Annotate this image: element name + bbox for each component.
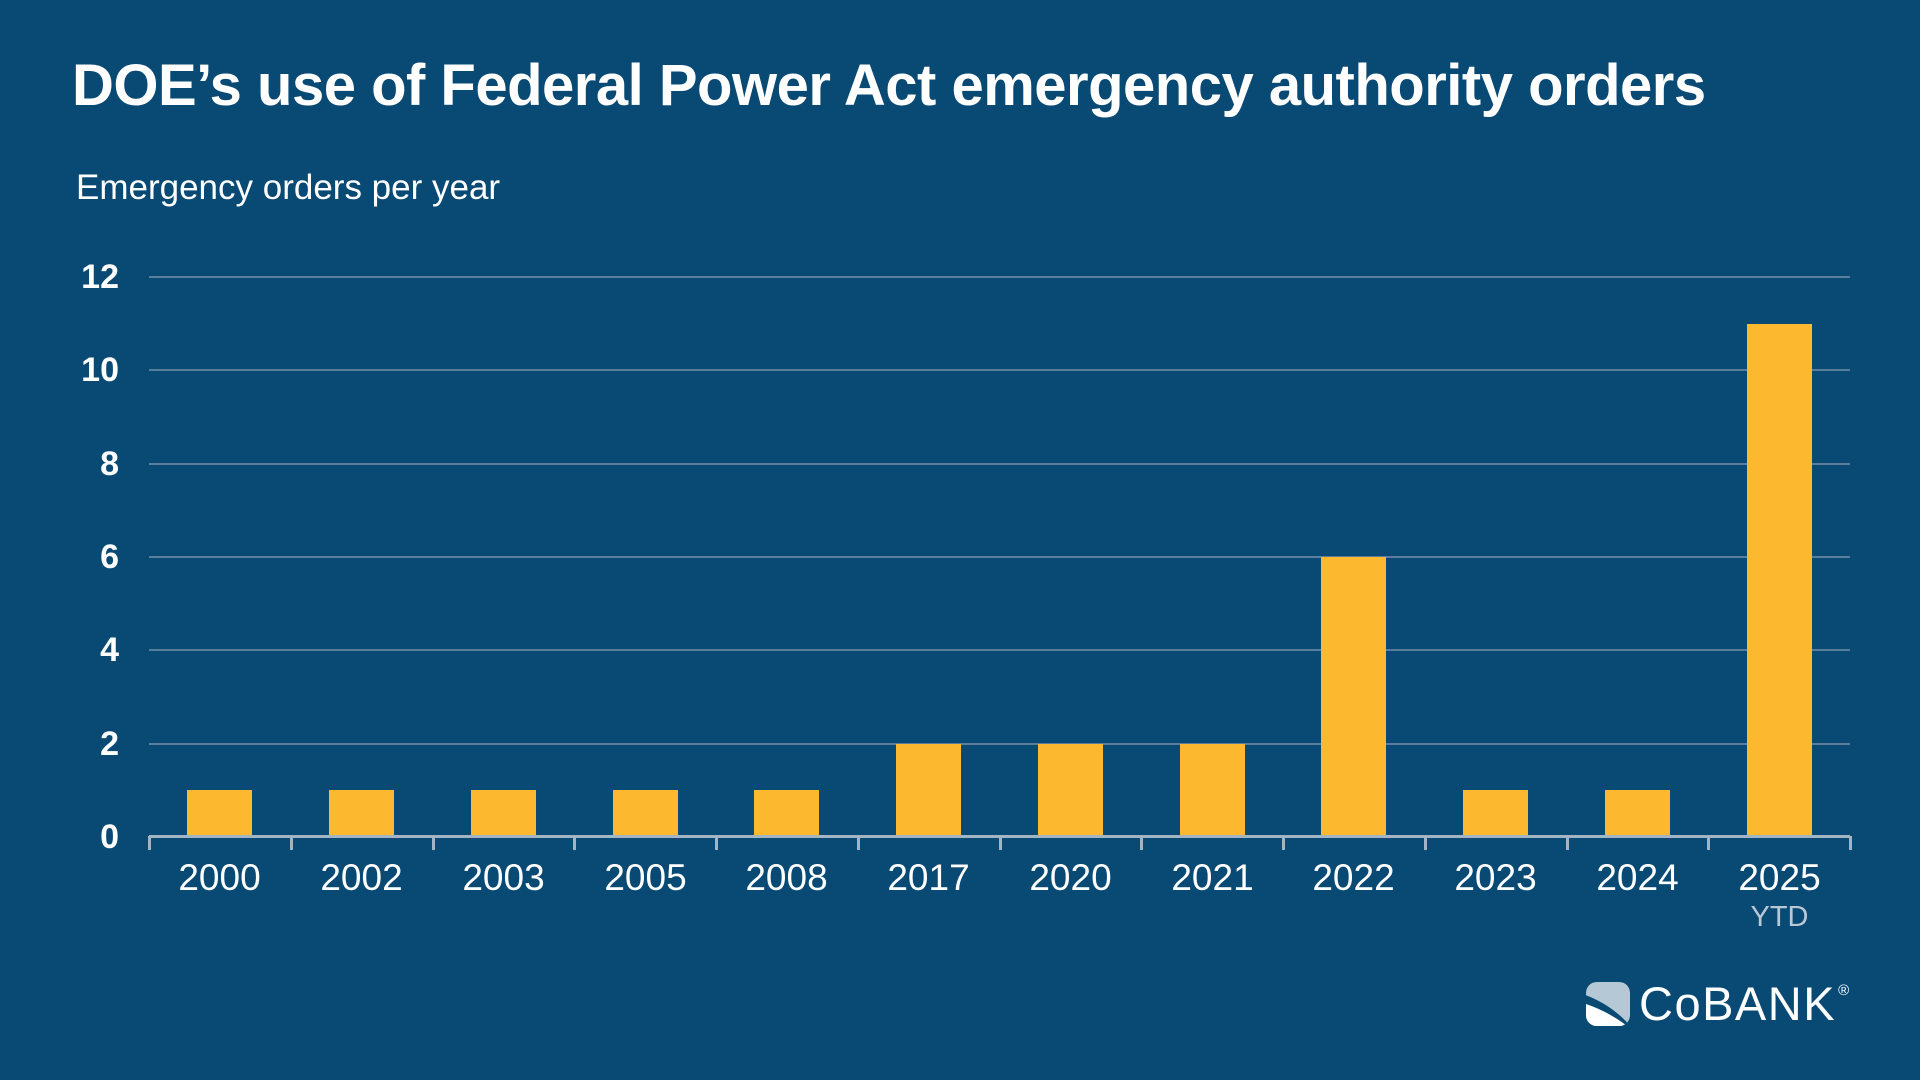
x-axis-tick-2 (432, 836, 435, 850)
x-axis-tick-5 (857, 836, 860, 850)
x-axis-tick-12 (1849, 836, 1852, 850)
bar-2017 (896, 744, 961, 837)
gridline-y-8 (149, 463, 1850, 465)
gridline-y-10 (149, 369, 1850, 371)
x-tick-label-2025: 2025 (1738, 857, 1821, 898)
y-tick-label-0: 0 (100, 818, 119, 856)
x-axis-tick-8 (1282, 836, 1285, 850)
y-tick-label-6: 6 (100, 538, 119, 576)
bar-2000 (187, 790, 252, 837)
cobank-logo: CoBANK ® (1586, 980, 1849, 1028)
x-tick-label-2024: 2024 (1596, 857, 1679, 898)
y-tick-label-8: 8 (100, 445, 119, 483)
x-tick-label-2005: 2005 (604, 857, 687, 898)
gridline-y-12 (149, 276, 1850, 278)
x-tick-label-2022: 2022 (1312, 857, 1395, 898)
x-tick-label-2000: 2000 (178, 857, 261, 898)
x-tick-label-2023: 2023 (1454, 857, 1537, 898)
x-tick-label-2021: 2021 (1171, 857, 1254, 898)
registered-trademark-symbol: ® (1838, 982, 1850, 999)
bar-2023 (1463, 790, 1528, 837)
y-tick-label-4: 4 (100, 631, 119, 669)
x-axis-tick-3 (573, 836, 576, 850)
gridline-y-4 (149, 649, 1850, 651)
x-tick-label-2008: 2008 (745, 857, 828, 898)
x-tick-note-2025: YTD (1750, 901, 1809, 933)
gridline-y-6 (149, 556, 1850, 558)
y-axis-title: Emergency orders per year (76, 168, 501, 207)
bar-2021 (1180, 744, 1245, 837)
x-axis-tick-0 (148, 836, 151, 850)
y-tick-label-2: 2 (100, 725, 119, 763)
chart-title: DOE’s use of Federal Power Act emergency… (72, 53, 1706, 118)
cobank-shield-icon (1586, 982, 1630, 1026)
bar-2020 (1038, 744, 1103, 837)
cobank-wordmark: CoBANK (1639, 977, 1837, 1030)
y-tick-label-12: 12 (81, 258, 119, 296)
x-axis-tick-10 (1566, 836, 1569, 850)
bar-2025 (1747, 324, 1812, 837)
bar-2003 (471, 790, 536, 837)
y-tick-label-10: 10 (81, 351, 119, 389)
x-tick-label-2020: 2020 (1029, 857, 1112, 898)
x-axis-tick-11 (1707, 836, 1710, 850)
bar-2008 (754, 790, 819, 837)
gridline-y-2 (149, 743, 1850, 745)
x-tick-label-2017: 2017 (887, 857, 970, 898)
x-axis-tick-7 (1140, 836, 1143, 850)
bar-2022 (1321, 557, 1386, 837)
x-axis-tick-6 (999, 836, 1002, 850)
x-axis-tick-9 (1424, 836, 1427, 850)
x-tick-label-2002: 2002 (320, 857, 403, 898)
x-tick-label-2003: 2003 (462, 857, 545, 898)
bar-2002 (329, 790, 394, 837)
bar-2005 (613, 790, 678, 837)
x-axis-tick-4 (715, 836, 718, 850)
x-axis-tick-1 (290, 836, 293, 850)
bar-2024 (1605, 790, 1670, 837)
